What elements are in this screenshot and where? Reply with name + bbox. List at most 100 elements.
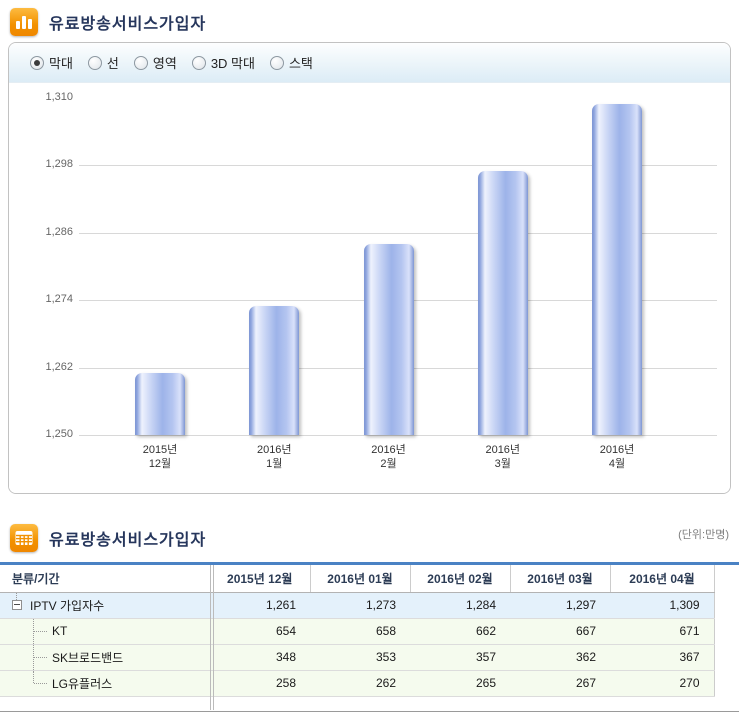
table-bottom-rule (0, 710, 739, 712)
column-divider (210, 565, 214, 710)
y-axis-tick-label: 1,262 (45, 360, 73, 373)
tree-connector (34, 657, 47, 658)
x-axis-label-line: 1월 (266, 458, 283, 470)
x-axis-label: 2016년 3월 (453, 443, 553, 471)
tree-connector (16, 592, 17, 602)
cell: 258 (210, 670, 310, 697)
x-axis-label: 2016년 4월 (567, 443, 667, 471)
radio-bar-label: 막대 (49, 56, 73, 71)
radio-bar-icon[interactable] (30, 55, 44, 70)
cell: 658 (310, 618, 410, 645)
radio-stack-label: 스택 (288, 56, 313, 71)
cell: 357 (410, 644, 510, 671)
row-label-cell: SK브로드밴드 (0, 644, 210, 671)
cell: 267 (510, 670, 610, 697)
y-axis-tick-label: 1,274 (45, 293, 73, 306)
x-axis-label-line: 12월 (148, 458, 172, 470)
cell: 662 (410, 618, 510, 645)
cell: 671 (610, 618, 715, 645)
cell: 654 (210, 618, 310, 645)
chart-section-header: 유료방송서비스가입자 (0, 0, 739, 42)
radio-area-label: 영역 (152, 56, 177, 71)
x-axis-label-line: 2016년 (599, 444, 635, 456)
chart-type-radio-line[interactable]: 선 (87, 53, 119, 72)
row-label-cell: LG유플러스 (0, 670, 210, 697)
radio-line-icon[interactable] (87, 55, 102, 70)
tree-connector (33, 670, 34, 683)
y-axis-tick-label: 1,310 (45, 91, 73, 103)
x-axis-label: 2016년 1월 (224, 443, 324, 471)
cell: 348 (210, 644, 310, 671)
table-row: IPTV 가입자수 1,261 1,273 1,284 1,297 1,309 (0, 592, 715, 619)
bar-chart: 1,250 1,262 1,274 1,286 1,298 1,310 2015년 12월 20… (9, 83, 730, 493)
unit-label: (단위:만명) (678, 529, 729, 541)
column-header: 2015년 12월 (210, 565, 311, 593)
y-axis-tick-label: 1,286 (45, 225, 73, 238)
cell: 667 (510, 618, 610, 645)
chart-type-radio-stack[interactable]: 스택 (269, 53, 313, 72)
chart-type-radio-area[interactable]: 영역 (133, 53, 177, 72)
data-table: 분류/기간 2015년 12월 2016년 01월 2016년 02월 2016년 03… (0, 565, 715, 697)
chart-type-radio-bar[interactable]: 막대 (30, 53, 73, 72)
row-label: LG유플러스 (52, 676, 113, 691)
chart-bar-4[interactable] (592, 103, 642, 435)
radio-line-label: 선 (106, 56, 119, 71)
table-icon (10, 524, 38, 552)
x-axis-label: 2016년 2월 (339, 443, 439, 471)
bar-chart-glyph (16, 16, 32, 29)
cell: 367 (610, 644, 715, 671)
column-header: 분류/기간 (0, 565, 210, 593)
table-row: KT 654 658 662 667 671 (0, 618, 715, 645)
column-header: 2016년 01월 (310, 565, 411, 593)
gridline (79, 435, 717, 436)
row-label: SK브로드밴드 (52, 650, 124, 665)
row-label-cell: KT (0, 618, 210, 645)
x-axis-label-line: 4월 (608, 458, 626, 470)
x-axis-label-line: 3월 (494, 458, 511, 470)
cell: 265 (410, 670, 510, 697)
cell: 1,284 (410, 592, 510, 619)
x-axis-label-line: 2월 (380, 458, 397, 470)
bar-chart-icon (10, 8, 38, 36)
table-top-rule (0, 562, 739, 565)
cell: 1,309 (610, 592, 715, 619)
tree-connector (34, 683, 47, 684)
chart-type-toolbar: 막대 선 영역 3D 막대 스택 (9, 43, 730, 83)
x-axis-label-line: 2015년 (142, 444, 178, 456)
column-header: 2016년 02월 (410, 565, 511, 593)
row-label-cell: IPTV 가입자수 (0, 592, 210, 619)
gridline (79, 232, 717, 234)
chart-bar-0[interactable] (135, 373, 185, 435)
row-label: IPTV 가입자수 (30, 598, 105, 613)
x-axis-label-line: 2016년 (256, 444, 292, 456)
table-row: SK브로드밴드 348 353 357 362 367 (0, 644, 715, 671)
table-empty-row (0, 697, 714, 711)
cell: 353 (310, 644, 410, 671)
chart-bar-1[interactable] (249, 305, 300, 435)
gridline (79, 165, 717, 167)
y-axis-tick-label: 1,250 (45, 428, 73, 440)
table-wrap: 분류/기간 2015년 12월 2016년 01월 2016년 02월 2016년 03… (0, 562, 739, 712)
column-header: 2016년 04월 (610, 565, 715, 593)
cell: 270 (610, 670, 715, 697)
table-glyph (15, 531, 33, 545)
cell: 262 (310, 670, 410, 697)
tree-connector (33, 618, 34, 644)
chart-type-radio-bar3d[interactable]: 3D 막대 (191, 53, 255, 72)
radio-area-icon[interactable] (133, 55, 148, 70)
radio-bar3d-icon[interactable] (191, 55, 206, 70)
tree-connector (34, 631, 47, 632)
chart-bar-3[interactable] (477, 171, 528, 435)
x-axis-label-line: 2016년 (371, 444, 406, 456)
column-header: 2016년 03월 (510, 565, 611, 593)
y-axis-tick-label: 1,298 (45, 158, 73, 171)
tree-collapse-toggle[interactable] (12, 600, 22, 610)
chart-title: 유료방송서비스가입자 (49, 16, 207, 33)
chart-bar-2[interactable] (363, 244, 414, 435)
cell: 1,273 (310, 592, 410, 619)
radio-bar3d-label: 3D 막대 (210, 56, 255, 71)
row-label: KT (52, 624, 68, 638)
cell: 362 (510, 644, 610, 671)
radio-stack-icon[interactable] (269, 55, 284, 70)
table-section-header: 유료방송서비스가입자 (단위:만명) (0, 518, 739, 558)
